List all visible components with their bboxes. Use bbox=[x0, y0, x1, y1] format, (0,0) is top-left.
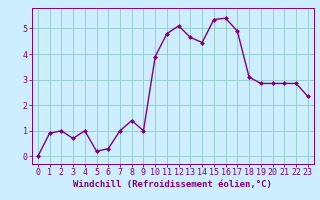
X-axis label: Windchill (Refroidissement éolien,°C): Windchill (Refroidissement éolien,°C) bbox=[73, 180, 272, 189]
